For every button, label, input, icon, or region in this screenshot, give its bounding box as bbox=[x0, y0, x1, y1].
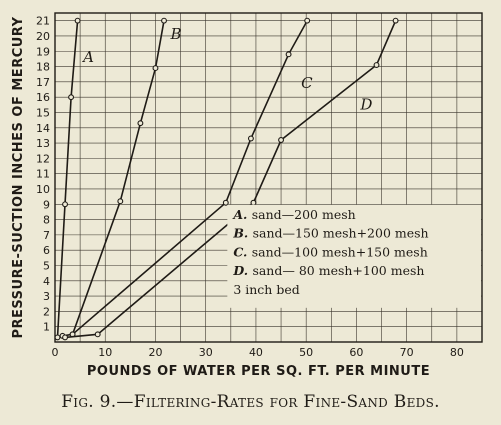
series-labels: A B C D bbox=[81, 25, 372, 113]
y-tick-label: 6 bbox=[43, 244, 50, 257]
legend-text: sand—150 mesh+200 mesh bbox=[253, 226, 429, 241]
y-tick-label: 18 bbox=[36, 61, 50, 74]
x-tick-label: 20 bbox=[148, 346, 162, 359]
series-label-D: D bbox=[359, 95, 372, 113]
legend-key: A. bbox=[232, 207, 251, 222]
legend-entry: 3 inch bed bbox=[233, 282, 299, 297]
y-tick-label: 4 bbox=[43, 275, 50, 288]
y-tick-label: 16 bbox=[36, 91, 50, 104]
y-tick-label: 21 bbox=[36, 15, 50, 28]
series-label-A: A bbox=[81, 48, 94, 66]
x-tick-label: 0 bbox=[52, 346, 59, 359]
legend-key: B. bbox=[232, 226, 252, 241]
legend-box bbox=[227, 204, 481, 308]
y-tick-label: 17 bbox=[36, 76, 50, 89]
y-tick-label: 7 bbox=[43, 229, 50, 242]
data-point bbox=[373, 62, 380, 68]
data-point bbox=[117, 198, 124, 205]
legend-key: C. bbox=[233, 244, 251, 259]
x-tick-label: 40 bbox=[249, 346, 263, 359]
legend-text: sand—200 mesh bbox=[252, 207, 356, 222]
data-point bbox=[285, 51, 292, 58]
series-label-B: B bbox=[170, 25, 182, 43]
x-tick-label: 80 bbox=[450, 346, 464, 359]
y-axis-title: PRESSURE-SUCTION INCHES OF MERCURY bbox=[11, 16, 26, 338]
data-point bbox=[247, 135, 254, 142]
data-point bbox=[222, 199, 229, 206]
data-point bbox=[54, 334, 61, 341]
legend-text: 3 inch bed bbox=[233, 282, 299, 297]
data-point bbox=[152, 65, 159, 72]
x-tick-label: 30 bbox=[199, 346, 213, 359]
y-tick-label: 13 bbox=[36, 137, 50, 150]
y-tick-label: 10 bbox=[36, 183, 50, 196]
y-tick-label: 9 bbox=[43, 198, 50, 211]
data-point bbox=[62, 201, 68, 208]
y-tick-label: 12 bbox=[36, 152, 50, 165]
y-tick-label: 8 bbox=[43, 214, 50, 227]
plot-frame bbox=[54, 12, 483, 343]
legend-text: sand—100 mesh+150 mesh bbox=[252, 244, 428, 259]
y-tick-label: 11 bbox=[36, 168, 50, 181]
data-point bbox=[68, 94, 75, 101]
data-point bbox=[250, 199, 257, 206]
data-point bbox=[161, 17, 167, 24]
data-point bbox=[74, 17, 81, 24]
x-axis-title: POUNDS OF WATER PER SQ. FT. PER MINUTE bbox=[87, 364, 430, 379]
y-tick-label: 3 bbox=[43, 290, 50, 303]
y-tick-label: 2 bbox=[43, 305, 50, 318]
legend-text: sand— 80 mesh+100 mesh bbox=[252, 263, 424, 278]
data-point bbox=[137, 120, 144, 127]
series-line-A bbox=[56, 20, 79, 338]
series-label-C: C bbox=[301, 74, 313, 92]
x-tick-label: 70 bbox=[400, 346, 414, 359]
figure-caption: Fig. 9.—Filtering-Rates for Fine-Sand Be… bbox=[61, 392, 440, 412]
x-tick-label: 10 bbox=[98, 346, 112, 359]
legend-entry: B. sand—150 mesh+200 mesh bbox=[232, 226, 428, 241]
series-C bbox=[69, 17, 311, 338]
tick-labels: 0 10 20 30 40 50 60 70 8012345678910111213141516… bbox=[36, 15, 464, 359]
y-tick-label: 15 bbox=[36, 106, 50, 119]
legend-key: D. bbox=[232, 263, 252, 278]
legend-entry: D. sand— 80 mesh+100 mesh bbox=[232, 263, 424, 278]
data-point bbox=[304, 17, 311, 24]
x-tick-label: 50 bbox=[299, 346, 313, 359]
legend-entry: C. sand—100 mesh+150 mesh bbox=[233, 244, 427, 259]
y-tick-label: 14 bbox=[36, 122, 50, 135]
data-point bbox=[278, 137, 285, 143]
y-tick-label: 20 bbox=[36, 30, 50, 43]
y-tick-label: 1 bbox=[43, 321, 50, 334]
y-tick-label: 5 bbox=[43, 259, 50, 272]
legend-entry: A. sand—200 mesh bbox=[232, 207, 355, 222]
y-tick-label: 19 bbox=[36, 45, 50, 58]
series-A bbox=[54, 17, 81, 341]
data-point bbox=[392, 17, 399, 24]
series-line-D bbox=[64, 20, 397, 339]
data-point bbox=[62, 334, 68, 341]
x-tick-label: 60 bbox=[349, 346, 363, 359]
data-point bbox=[94, 331, 101, 338]
